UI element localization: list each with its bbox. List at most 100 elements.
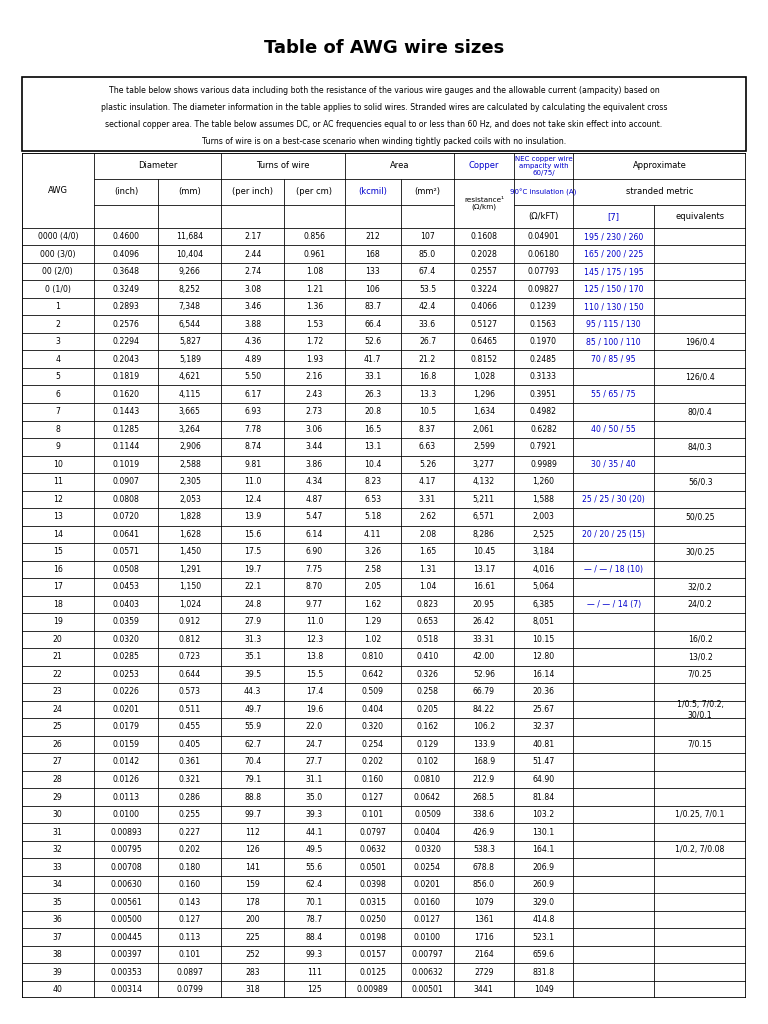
Bar <box>284 788 345 806</box>
Text: 33.31: 33.31 <box>473 635 495 644</box>
Bar <box>654 473 746 490</box>
Bar <box>454 981 514 998</box>
Text: 1.29: 1.29 <box>364 617 382 627</box>
Bar <box>22 438 94 456</box>
Bar <box>284 771 345 788</box>
Bar <box>221 560 284 579</box>
Text: 35.1: 35.1 <box>244 652 261 662</box>
Text: 414.8: 414.8 <box>532 915 554 924</box>
Bar <box>94 315 158 333</box>
Bar <box>284 281 345 298</box>
Bar <box>22 560 94 579</box>
Text: 81.84: 81.84 <box>532 793 554 802</box>
Text: 1.72: 1.72 <box>306 337 323 346</box>
Text: 0.0179: 0.0179 <box>113 723 140 731</box>
Bar <box>514 543 573 560</box>
Text: The table below shows various data including both the resistance of the various : The table below shows various data inclu… <box>108 86 660 94</box>
Text: 0.143: 0.143 <box>179 898 201 906</box>
Text: (kcmil): (kcmil) <box>359 187 387 197</box>
Text: 6.17: 6.17 <box>244 390 261 398</box>
Text: 6.90: 6.90 <box>306 548 323 556</box>
Text: 1,150: 1,150 <box>179 583 201 592</box>
Text: 0.0250: 0.0250 <box>359 915 386 924</box>
Bar <box>401 858 454 876</box>
Bar <box>94 403 158 421</box>
Bar <box>94 648 158 666</box>
Bar <box>22 735 94 754</box>
Text: 0.653: 0.653 <box>416 617 439 627</box>
Text: 0.00561: 0.00561 <box>111 898 142 906</box>
Bar <box>401 735 454 754</box>
Text: 12.80: 12.80 <box>532 652 554 662</box>
Text: 0.410: 0.410 <box>416 652 439 662</box>
Bar <box>654 456 746 473</box>
Bar <box>401 508 454 525</box>
Bar <box>94 560 158 579</box>
Text: [7]: [7] <box>607 212 620 221</box>
Bar <box>345 456 401 473</box>
Text: 1.04: 1.04 <box>419 583 436 592</box>
Text: 42.4: 42.4 <box>419 302 436 311</box>
Bar <box>94 596 158 613</box>
Bar <box>654 631 746 648</box>
Text: 17.4: 17.4 <box>306 687 323 696</box>
Text: 0.205: 0.205 <box>416 705 439 714</box>
Text: 1.65: 1.65 <box>419 548 436 556</box>
Bar <box>221 718 284 735</box>
Bar <box>654 981 746 998</box>
Text: 2.73: 2.73 <box>306 408 323 416</box>
Bar <box>573 508 654 525</box>
Text: 27.9: 27.9 <box>244 617 261 627</box>
Text: 44.3: 44.3 <box>244 687 261 696</box>
Text: 0.113: 0.113 <box>179 933 201 942</box>
Text: 7,348: 7,348 <box>179 302 201 311</box>
Bar <box>284 823 345 841</box>
Text: 0.3249: 0.3249 <box>113 285 140 294</box>
Bar <box>514 893 573 910</box>
Text: Turns of wire: Turns of wire <box>257 161 310 170</box>
Text: 0.0403: 0.0403 <box>113 600 140 609</box>
Text: 0.3224: 0.3224 <box>470 285 498 294</box>
Bar <box>573 368 654 385</box>
Bar <box>221 525 284 543</box>
Bar <box>158 543 221 560</box>
Text: (per inch): (per inch) <box>232 187 273 197</box>
Text: 1.31: 1.31 <box>419 565 436 573</box>
Bar <box>22 718 94 735</box>
Text: 34: 34 <box>53 880 63 889</box>
Bar <box>454 490 514 508</box>
Bar <box>654 438 746 456</box>
Bar <box>22 525 94 543</box>
Text: 39: 39 <box>53 968 63 977</box>
Bar <box>514 333 573 350</box>
Text: 31.3: 31.3 <box>244 635 261 644</box>
Bar <box>345 421 401 438</box>
Text: 90°C insulation (A): 90°C insulation (A) <box>510 188 577 196</box>
Text: 0.286: 0.286 <box>179 793 201 802</box>
Bar <box>158 735 221 754</box>
Text: 0.856: 0.856 <box>303 232 326 241</box>
Text: 16.61: 16.61 <box>473 583 495 592</box>
Text: 2.62: 2.62 <box>419 512 436 521</box>
Bar <box>573 683 654 700</box>
Bar <box>22 964 94 981</box>
Bar <box>514 350 573 368</box>
Text: 28: 28 <box>53 775 63 784</box>
Text: 168.9: 168.9 <box>473 758 495 767</box>
Bar <box>94 700 158 718</box>
Text: 1716: 1716 <box>474 933 494 942</box>
Bar <box>454 648 514 666</box>
Bar <box>221 841 284 858</box>
Text: 18: 18 <box>53 600 63 609</box>
Bar <box>94 858 158 876</box>
Text: 2,588: 2,588 <box>179 460 200 469</box>
Text: 2729: 2729 <box>474 968 494 977</box>
Bar <box>345 153 454 179</box>
Text: 206.9: 206.9 <box>532 862 554 871</box>
Bar <box>158 858 221 876</box>
Bar <box>158 666 221 683</box>
Bar <box>22 543 94 560</box>
Bar <box>94 946 158 964</box>
Text: 4,621: 4,621 <box>179 373 201 381</box>
Bar <box>654 596 746 613</box>
